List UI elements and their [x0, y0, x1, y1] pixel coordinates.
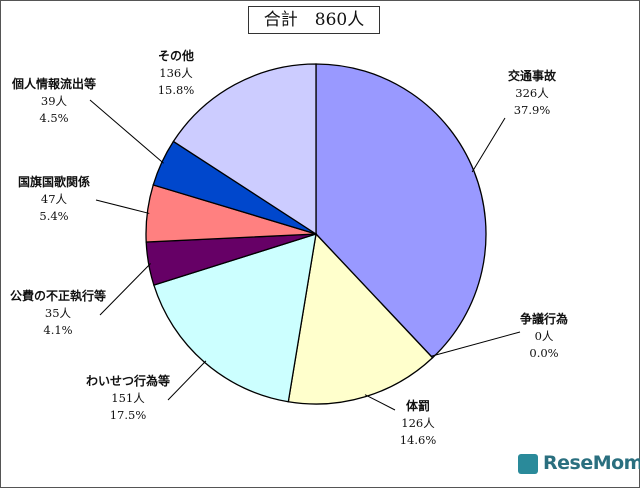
slice-4-name: わいせつ行為等: [86, 373, 170, 388]
slice-6-name: 国旗国歌関係: [18, 174, 90, 189]
slice-2-count: 0人: [535, 329, 554, 343]
slice-6-count: 47人: [41, 192, 68, 206]
slice-1-label: 交通事故 326人 37.9%: [508, 68, 557, 117]
slice-2-leader: [431, 331, 521, 357]
slice-4-count: 151人: [111, 391, 145, 405]
chart-title: 合計 860人: [248, 6, 380, 34]
slice-7-count: 39人: [41, 94, 68, 108]
slice-7-leader: [89, 99, 164, 164]
slice-7-name: 個人情報流出等: [11, 76, 96, 91]
slice-3: [287, 232, 434, 405]
slice-5-pct: 4.1%: [43, 323, 72, 337]
slice-7-pct: 4.5%: [39, 111, 68, 125]
watermark-logo: ReseMom: [518, 452, 640, 478]
watermark-text: ReseMom: [543, 452, 640, 474]
slice-1-pct: 37.9%: [514, 103, 551, 117]
slice-8-count: 136人: [159, 66, 193, 80]
slice-3-leader: [364, 394, 396, 411]
slice-7-label: 個人情報流出等 39人 4.5%: [11, 76, 96, 125]
slice-8: [172, 63, 317, 236]
slice-5-count: 35人: [45, 306, 72, 320]
slice-6-label: 国旗国歌関係 47人 5.4%: [18, 174, 90, 223]
slice-1-leader: [471, 117, 506, 173]
slice-3-name: 体罰: [406, 398, 430, 413]
slice-2-label: 争議行為 0人 0.0%: [520, 311, 568, 360]
slice-3-pct: 14.6%: [400, 433, 437, 447]
slice-4-pct: 17.5%: [110, 408, 147, 422]
slice-5-leader: [99, 263, 151, 316]
slice-3-label: 体罰 126人 14.6%: [400, 398, 437, 447]
slice-1-count: 326人: [515, 86, 549, 100]
slice-1: [315, 63, 487, 359]
slice-1-name: 交通事故: [508, 68, 557, 83]
slice-2-pct: 0.0%: [529, 346, 558, 360]
slice-4-label: わいせつ行為等 151人 17.5%: [86, 373, 170, 422]
slice-2-name: 争議行為: [520, 311, 568, 326]
slice-6-leader: [95, 199, 150, 214]
slice-4-leader: [167, 360, 207, 401]
slice-8-pct: 15.8%: [158, 83, 195, 97]
slice-5-label: 公費の不正執行等 35人 4.1%: [10, 288, 106, 337]
slice-8-label: その他 136人 15.8%: [158, 48, 195, 97]
slice-5-name: 公費の不正執行等: [10, 288, 106, 303]
slice-8-name: その他: [158, 48, 194, 63]
slice-6-pct: 5.4%: [39, 209, 68, 223]
slice-3-count: 126人: [401, 416, 435, 430]
logo-icon: [518, 454, 538, 474]
